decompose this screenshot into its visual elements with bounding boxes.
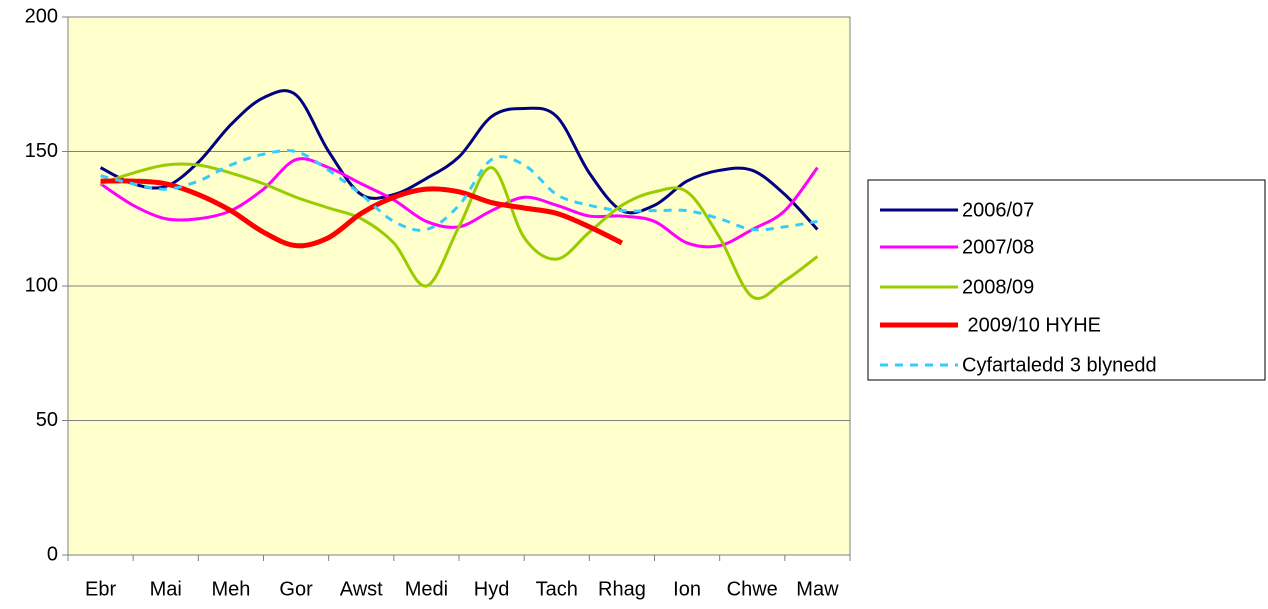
x-tick-label: Meh (211, 578, 250, 600)
series-line (100, 148, 818, 232)
legend-label: 2007/08 (962, 236, 1034, 258)
legend-label: 2008/09 (962, 276, 1034, 298)
x-tick-label: Gor (279, 578, 313, 600)
x-tick-label: Medi (405, 578, 448, 600)
x-tick-label: Awst (340, 578, 383, 600)
y-tick-label: 200 (25, 5, 58, 27)
legend-label: 2009/10 HYHE (962, 314, 1101, 336)
x-tick-label: Rhag (598, 578, 646, 600)
y-tick-label: 50 (36, 409, 58, 431)
series-line (100, 162, 819, 300)
x-tick-label: Ion (673, 578, 701, 600)
series-line (100, 178, 624, 249)
x-tick-label: Mai (150, 578, 182, 600)
x-tick-label: Chwe (727, 578, 778, 600)
x-tick-label: Hyd (474, 578, 510, 600)
x-tick-label: Ebr (85, 578, 116, 600)
y-tick-label: 0 (47, 543, 58, 565)
series-line (99, 89, 819, 231)
y-tick-label: 100 (25, 274, 58, 296)
legend-label: Cyfartaledd 3 blynedd (962, 354, 1157, 376)
y-tick-label: 150 (25, 140, 58, 162)
x-tick-label: Maw (796, 578, 839, 600)
x-tick-label: Tach (536, 578, 578, 600)
legend (867, 179, 1266, 381)
legend-label: 2006/07 (962, 199, 1034, 221)
